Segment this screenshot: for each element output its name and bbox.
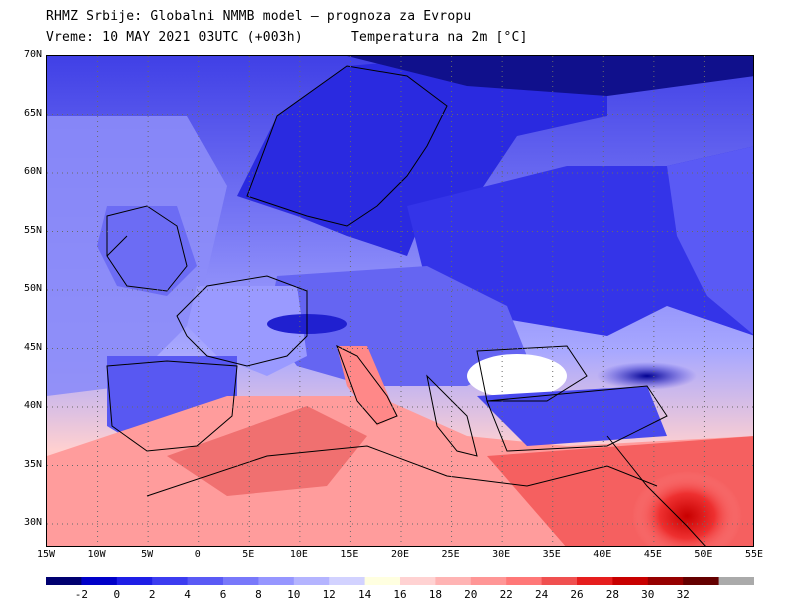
east-europe-field — [407, 146, 753, 336]
longitude-label: 40E — [593, 549, 612, 560]
colorbar-segment — [293, 577, 330, 585]
arctic-field — [347, 56, 753, 96]
colorbar-tick-label: 22 — [499, 588, 513, 601]
longitude-label: 15W — [36, 549, 56, 560]
black-sea-field — [467, 354, 567, 398]
colorbar-tick-label: 0 — [113, 588, 121, 601]
hot-spot — [632, 471, 742, 546]
british-isles-field — [97, 206, 197, 296]
colorbar-tick-label: 8 — [255, 588, 262, 601]
latitude-label: 70N — [23, 49, 42, 60]
colorbar-tick-label: 18 — [428, 588, 443, 601]
caucasus-cold-spot — [597, 362, 697, 390]
map-subtitle: Vreme: 10 MAY 2021 03UTC (+003h) Tempera… — [46, 30, 528, 45]
latitude-label: 35N — [23, 458, 42, 470]
colorbar-tick-label: 30 — [641, 588, 655, 601]
longitude-label: 50E — [694, 549, 713, 560]
colorbar-tick-label: 2 — [148, 588, 156, 601]
colorbar-segment — [46, 577, 82, 585]
latitude-label: 60N — [23, 166, 42, 177]
colorbar-segment — [683, 577, 720, 585]
colorbar-tick-label: 12 — [322, 588, 336, 601]
graticule — [47, 56, 753, 546]
colorbar-segment — [329, 577, 366, 585]
colorbar-tick-label: 6 — [219, 588, 227, 601]
colorbar-segment — [400, 577, 436, 585]
longitude-label: 5E — [242, 549, 255, 560]
italy-field — [337, 346, 397, 426]
longitude-label: 25E — [441, 549, 460, 560]
colorbar-segment — [435, 577, 472, 585]
algeria-field — [167, 406, 367, 496]
colorbar-tick-label: 14 — [357, 588, 372, 601]
colorbar-segment — [223, 577, 259, 585]
temperature-map — [46, 55, 754, 547]
longitude-label: 35E — [542, 549, 561, 560]
longitude-label: 30E — [492, 549, 511, 560]
colorbar-segment — [187, 577, 224, 585]
colorbar-segment — [152, 577, 189, 585]
longitude-label: 5W — [141, 549, 154, 560]
longitude-label: 10E — [289, 549, 308, 560]
latitude-label: 55N — [23, 224, 42, 236]
longitude-label: 15E — [340, 549, 359, 560]
colorbar-tick-label: -2 — [74, 588, 89, 601]
longitude-label: 10W — [87, 549, 106, 560]
latitude-label: 45N — [23, 341, 42, 353]
france-field — [187, 286, 307, 376]
latitude-label: 50N — [23, 283, 42, 294]
colorbar-tick-label: 24 — [534, 588, 549, 601]
colorbar-segment — [506, 577, 543, 585]
colorbar-tick-label: 16 — [393, 588, 407, 601]
colorbar-tick-label: 32 — [676, 588, 690, 601]
colorbar-tick-label: 28 — [605, 588, 620, 601]
temperature-colorbar — [46, 577, 754, 585]
colorbar-segment — [577, 577, 613, 585]
colorbar-segment — [258, 577, 295, 585]
map-title: RHMZ Srbije: Globalni NMMB model — progn… — [46, 9, 472, 24]
colorbar-segment — [470, 577, 507, 585]
latitude-label: 40N — [23, 400, 42, 411]
colorbar-tick-label: 10 — [287, 588, 301, 601]
colorbar-segment — [81, 577, 118, 585]
longitude-label: 55E — [744, 549, 764, 560]
colorbar-tick-label: 4 — [184, 588, 191, 601]
colorbar-tick-label: 26 — [570, 588, 584, 601]
colorbar-segment — [718, 577, 754, 585]
scandinavia-field — [237, 56, 607, 256]
central-europe-field — [267, 266, 527, 386]
longitude-label: 20E — [390, 549, 410, 560]
latitude-label: 65N — [23, 107, 42, 119]
latitude-label: 30N — [23, 517, 42, 528]
urals-field — [667, 146, 753, 335]
colorbar-segment — [541, 577, 578, 585]
longitude-label: 45E — [643, 549, 662, 560]
colorbar-segment — [612, 577, 649, 585]
colorbar-segment — [116, 577, 153, 585]
longitude-label: 0 — [194, 549, 201, 560]
colorbar-tick-label: 20 — [464, 588, 478, 601]
colorbar-segment — [647, 577, 684, 585]
coastlines — [106, 65, 706, 546]
colorbar-segment — [364, 577, 401, 585]
